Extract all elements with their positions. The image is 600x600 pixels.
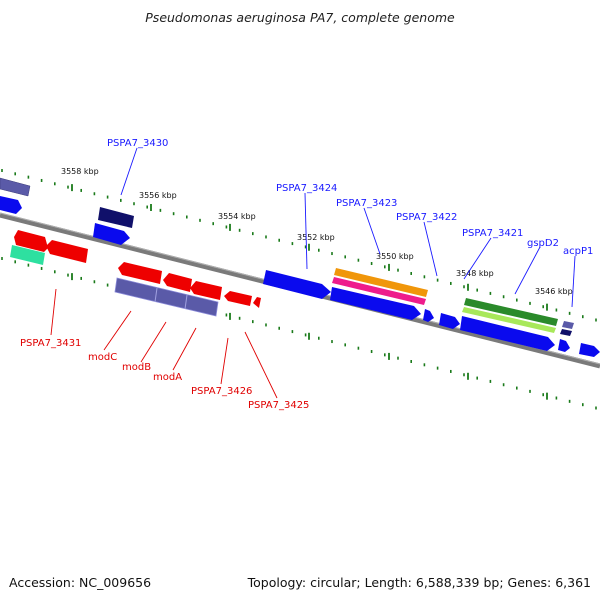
scale-label-3546: 3546 kbp	[535, 287, 573, 296]
scale-labels: 3558 kbp 3556 kbp 3554 kbp 3552 kbp 3550…	[61, 167, 573, 296]
gene-partial-left-purple[interactable]	[0, 177, 31, 197]
gene-pspa7-3423-orange[interactable]	[334, 268, 428, 297]
scale-label-3550: 3550 kbp	[376, 252, 414, 261]
scale-label-3554: 3554 kbp	[218, 212, 256, 221]
label-moda[interactable]: modA	[153, 372, 182, 383]
gene-pspa7-3424[interactable]	[263, 270, 331, 299]
scale-label-3558: 3558 kbp	[61, 167, 99, 176]
label-pspa7-3426[interactable]: PSPA7_3426	[191, 386, 252, 397]
label-pspa7-3423[interactable]: PSPA7_3423	[336, 198, 397, 209]
gene-acpp1-dark[interactable]	[560, 329, 572, 336]
label-modc[interactable]: modC	[88, 352, 117, 363]
operon-divider-2	[184, 294, 188, 310]
accession-text: Accession: NC_009656	[9, 575, 152, 590]
scale-label-3548: 3548 kbp	[456, 269, 494, 278]
label-pspa7-3425[interactable]: PSPA7_3425	[248, 400, 309, 411]
gene-pspa7-3421[interactable]	[460, 316, 555, 351]
reverse-strand-genes	[10, 230, 261, 317]
label-acpp1[interactable]: acpP1	[563, 246, 593, 257]
label-pspa7-3431[interactable]: PSPA7_3431	[20, 338, 81, 349]
label-pspa7-3421[interactable]: PSPA7_3421	[462, 228, 523, 239]
gene-modb-red[interactable]	[163, 273, 192, 292]
topology-text: Topology: circular; Length: 6,588,339 bp…	[247, 575, 591, 590]
gene-partial-right-blue[interactable]	[579, 343, 600, 357]
gene-partial-left-blue[interactable]	[0, 196, 22, 214]
map-title: Pseudomonas aeruginosa PA7, complete gen…	[145, 10, 455, 25]
gene-pspa7-3431-a[interactable]	[14, 230, 48, 252]
operon-divider-1	[154, 287, 158, 303]
gene-modc-red[interactable]	[118, 262, 162, 284]
leader-lines-bottom	[50, 288, 278, 399]
gene-labels-bottom: PSPA7_3431 modC modB modA PSPA7_3426 PSP…	[20, 338, 309, 411]
scale-label-3556: 3556 kbp	[139, 191, 177, 200]
gene-moda-red[interactable]	[190, 281, 222, 300]
gene-acpp1-purple[interactable]	[562, 321, 574, 329]
gene-gspd2-dark-green[interactable]	[464, 298, 558, 326]
label-pspa7-3424[interactable]: PSPA7_3424	[276, 183, 337, 194]
gene-pspa7-3430[interactable]	[93, 223, 130, 245]
gene-pspa7-3423[interactable]	[330, 287, 421, 320]
gene-pspa7-3425[interactable]	[253, 297, 261, 308]
label-pspa7-3430[interactable]: PSPA7_3430	[107, 138, 168, 149]
gene-pspa7-3430-dark[interactable]	[98, 207, 134, 228]
label-gspd2[interactable]: gspD2	[527, 238, 559, 249]
gene-pspa7-3426[interactable]	[224, 291, 252, 306]
gene-gspd2-light-green[interactable]	[462, 307, 556, 333]
gene-pspa7-3422[interactable]	[423, 309, 434, 322]
gene-mod-operon-purple[interactable]	[114, 277, 219, 317]
gene-labels-top: PSPA7_3430 PSPA7_3424 PSPA7_3423 PSPA7_3…	[107, 138, 593, 257]
gene-pspa7-3431-teal[interactable]	[10, 245, 45, 265]
gene-pspa7-3421-small[interactable]	[439, 313, 460, 329]
scale-label-3552: 3552 kbp	[297, 233, 335, 242]
forward-strand-genes	[0, 177, 600, 357]
gene-acpp1[interactable]	[558, 339, 570, 352]
gene-pspa7-3423-pink[interactable]	[332, 277, 426, 305]
scale-ticks	[1, 169, 597, 410]
label-modb[interactable]: modB	[122, 362, 151, 373]
label-pspa7-3422[interactable]: PSPA7_3422	[396, 212, 457, 223]
leader-lines-top	[120, 147, 576, 308]
gene-pspa7-3431[interactable]	[46, 240, 88, 263]
